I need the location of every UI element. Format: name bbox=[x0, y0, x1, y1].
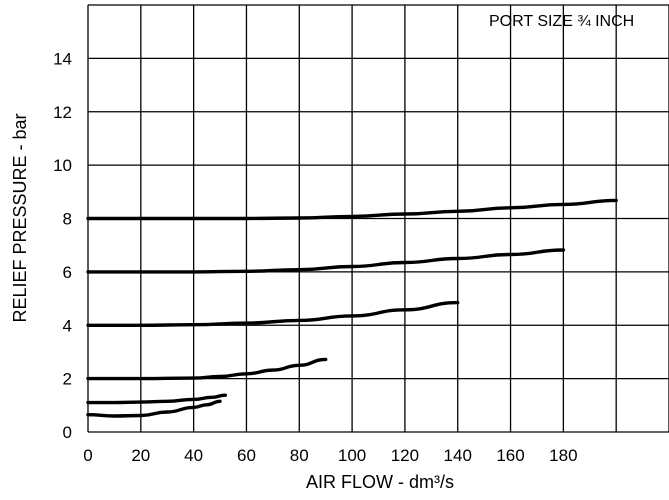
y-tick-label: 12 bbox=[53, 103, 72, 122]
x-tick-label: 0 bbox=[83, 446, 92, 465]
y-tick-label: 10 bbox=[53, 156, 72, 175]
x-tick-label: 100 bbox=[338, 446, 366, 465]
y-tick-label: 8 bbox=[63, 210, 72, 229]
port-size-annotation: PORT SIZE ¾ INCH bbox=[489, 13, 634, 30]
x-tick-label: 160 bbox=[496, 446, 524, 465]
x-tick-label: 60 bbox=[237, 446, 256, 465]
series-line-6 bbox=[86, 198, 618, 221]
x-tick-label: 180 bbox=[549, 446, 577, 465]
series-line-4 bbox=[86, 300, 460, 328]
y-tick-label: 4 bbox=[63, 316, 72, 335]
series-group bbox=[86, 198, 618, 418]
series-line-5 bbox=[86, 248, 566, 274]
y-tick-label: 14 bbox=[53, 49, 72, 68]
y-tick-labels: 0 2 4 6 8 10 12 14 bbox=[53, 49, 72, 442]
x-tick-label: 80 bbox=[290, 446, 309, 465]
y-axis-label: RELIEF PRESSURE - bar bbox=[10, 113, 30, 322]
series-line-3 bbox=[86, 357, 328, 381]
y-tick-label: 6 bbox=[63, 263, 72, 282]
series-line-1 bbox=[86, 399, 222, 418]
y-tick-label: 0 bbox=[63, 423, 72, 442]
x-tick-labels: 0 20 40 60 80 100 120 140 160 180 bbox=[83, 446, 577, 465]
x-tick-label: 120 bbox=[391, 446, 419, 465]
x-tick-label: 40 bbox=[184, 446, 203, 465]
x-axis-label: AIR FLOW - dm³/s bbox=[306, 472, 454, 492]
y-tick-label: 2 bbox=[63, 370, 72, 389]
grid bbox=[87, 4, 669, 433]
x-tick-label: 20 bbox=[131, 446, 150, 465]
series-line-2 bbox=[86, 393, 227, 405]
x-tick-label: 140 bbox=[444, 446, 472, 465]
